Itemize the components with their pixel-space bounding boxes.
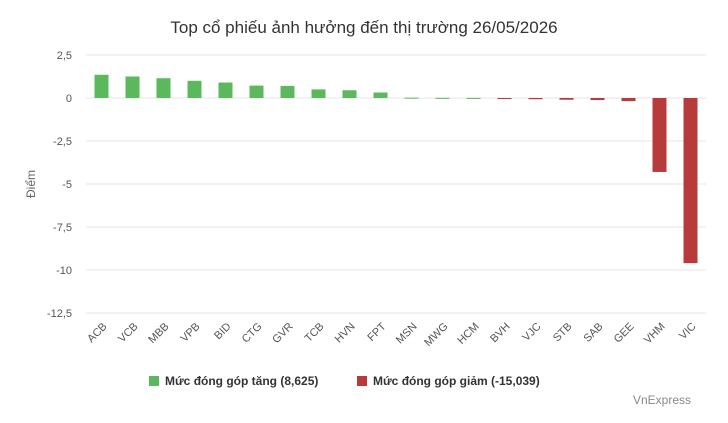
bar-vjc[interactable] xyxy=(528,98,543,100)
bar-mbb[interactable] xyxy=(156,78,171,98)
legend-item-decrease[interactable]: Mức đóng góp giảm (-15,039) xyxy=(357,374,540,388)
y-tick-label: -2,5 xyxy=(53,136,72,148)
y-axis-ticks: 2,5 0 -2,5 -5 -7,5 -10 -12,5 xyxy=(47,50,72,320)
bar-sab[interactable] xyxy=(590,98,605,101)
bar-acb[interactable] xyxy=(94,74,109,98)
y-tick-label: 0 xyxy=(66,93,72,105)
y-tick-label: 2,5 xyxy=(57,50,72,62)
bar-bid[interactable] xyxy=(218,82,233,98)
bar-gee[interactable] xyxy=(621,98,636,102)
source-credit: VnExpress xyxy=(633,393,691,407)
x-tick-label: HCM xyxy=(455,321,481,347)
bar-vhm[interactable] xyxy=(652,98,667,172)
x-tick-label: SAB xyxy=(582,321,606,345)
bar-hcm[interactable] xyxy=(466,97,481,99)
bar-gvr[interactable] xyxy=(280,85,295,98)
x-tick-label: VJC xyxy=(520,321,543,344)
bar-tcb[interactable] xyxy=(311,89,326,98)
gridlines xyxy=(86,54,706,314)
bar-stb[interactable] xyxy=(559,98,574,100)
y-tick-label: -12,5 xyxy=(47,308,72,320)
x-tick-label: MBB xyxy=(146,321,171,346)
x-tick-label: FPT xyxy=(365,320,388,343)
bar-vpb[interactable] xyxy=(187,80,202,98)
y-tick-label: -10 xyxy=(56,265,72,277)
bars xyxy=(94,74,698,264)
x-tick-label: BID xyxy=(212,321,233,342)
x-tick-label: MWG xyxy=(422,321,450,349)
x-tick-label: VPB xyxy=(179,321,203,345)
x-tick-label: STB xyxy=(551,321,575,345)
x-tick-label: MSN xyxy=(394,321,420,347)
x-tick-label: ACB xyxy=(85,321,109,345)
bar-vcb[interactable] xyxy=(125,76,140,99)
x-tick-label: GEE xyxy=(612,321,637,346)
x-tick-label: VIC xyxy=(677,321,698,342)
x-tick-label: GVR xyxy=(270,321,295,346)
x-tick-label: HVN xyxy=(333,321,358,346)
legend-label-decrease: Mức đóng góp giảm (-15,039) xyxy=(373,374,540,388)
y-tick-label: -5 xyxy=(62,179,72,191)
bar-hvn[interactable] xyxy=(342,90,357,98)
legend-label-increase: Mức đóng góp tăng (8,625) xyxy=(165,374,318,388)
x-tick-label: CTG xyxy=(240,321,265,346)
legend[interactable]: Mức đóng góp tăng (8,625) Mức đóng góp g… xyxy=(149,374,540,388)
bar-msn[interactable] xyxy=(404,97,419,99)
legend-item-increase[interactable]: Mức đóng góp tăng (8,625) xyxy=(149,374,318,388)
legend-swatch-decrease xyxy=(357,376,367,386)
x-tick-label: BVH xyxy=(488,321,513,346)
chart-title: Top cổ phiếu ảnh hưởng đến thị trường 26… xyxy=(170,18,557,37)
x-axis-ticks: ACB VCB MBB VPB BID CTG GVR TCB HVN FPT MSN MWG HCM B… xyxy=(85,320,699,349)
x-tick-label: VCB xyxy=(116,321,140,345)
y-tick-label: -7,5 xyxy=(53,222,72,234)
bar-vic[interactable] xyxy=(683,98,698,264)
y-axis-label: Điểm xyxy=(24,170,38,198)
bar-fpt[interactable] xyxy=(373,92,388,98)
bar-ctg[interactable] xyxy=(249,85,264,98)
bar-mwg[interactable] xyxy=(435,97,450,99)
x-tick-label: VHM xyxy=(642,321,668,347)
legend-swatch-increase xyxy=(149,376,159,386)
bar-bvh[interactable] xyxy=(497,98,512,99)
x-tick-label: TCB xyxy=(303,321,327,345)
